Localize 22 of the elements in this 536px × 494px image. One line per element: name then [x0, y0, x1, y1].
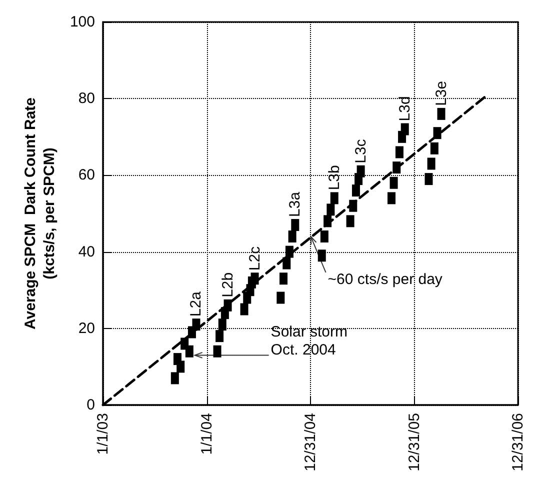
data-label: L2a — [188, 290, 205, 317]
data-label: L2c — [246, 246, 264, 271]
annotation: Solar storm Oct. 2004 — [270, 324, 348, 359]
data-label: L3c — [352, 138, 370, 164]
y-axis-title: Average SPCM Dark Count Rate (kcts/s, per SPCM) — [22, 97, 58, 330]
data-label: L3a — [286, 191, 304, 217]
y-tick-label: 20 — [78, 320, 95, 337]
x-tick-label: 1/1/04 — [198, 413, 216, 455]
y-tick-label: 60 — [78, 166, 95, 184]
x-tick-label: 12/31/06 — [510, 413, 526, 472]
x-tick-label: 12/31/05 — [406, 413, 423, 472]
data-label: L2b — [219, 272, 236, 298]
x-tick-label: 1/1/03 — [94, 413, 112, 455]
data-label: L3e — [432, 80, 450, 106]
data-label: L3b — [326, 165, 343, 190]
y-tick-label: 40 — [78, 243, 95, 260]
data-label: L3d — [396, 96, 414, 122]
x-tick-label: 12/31/04 — [302, 413, 319, 472]
y-tick-label: 100 — [70, 14, 95, 30]
y-tick-label: 80 — [78, 90, 95, 108]
annotation: ~60 cts/s per day — [328, 270, 443, 288]
y-tick-label: 0 — [86, 396, 95, 414]
